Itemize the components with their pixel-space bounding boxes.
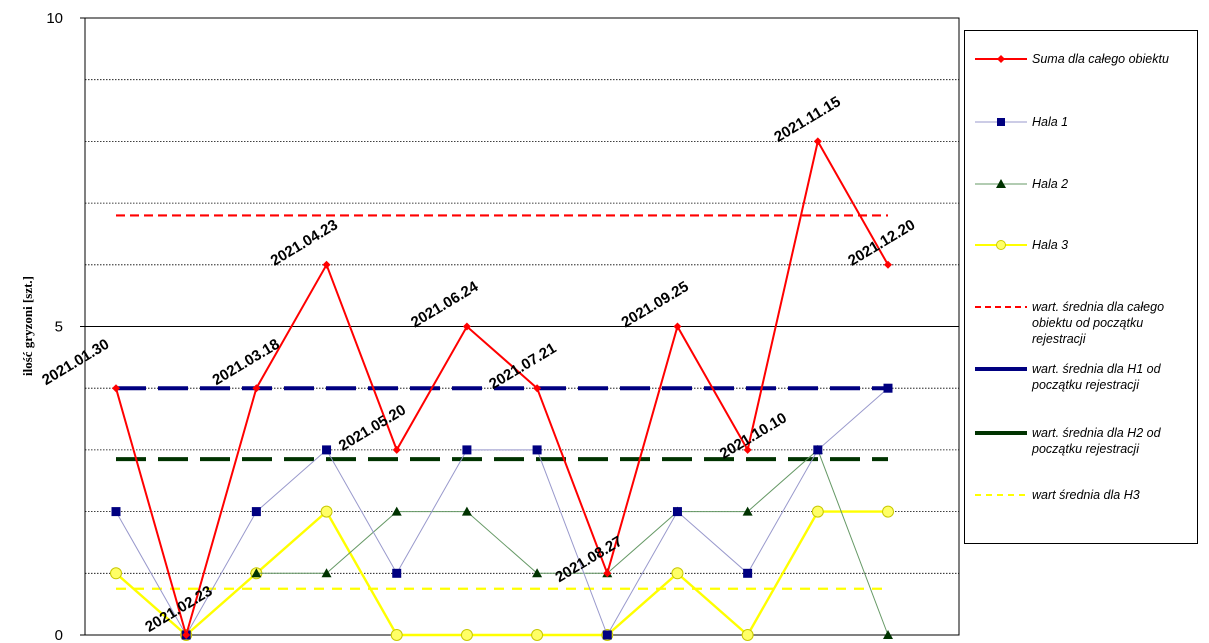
legend-label: Hala 3 — [1032, 238, 1069, 252]
data-label: 2021.06.24 — [408, 278, 482, 332]
legend-item-avg-h1: wart. średnia dla H1 od początku rejestr… — [971, 361, 1197, 397]
legend-item-hala-3: Hala 3 — [971, 237, 1197, 257]
data-point — [741, 629, 754, 641]
legend-label: wart. średnia dla całego obiektu od pocz… — [1032, 300, 1165, 346]
avg-total-line-swatch — [975, 306, 1027, 308]
avg-h3-line-swatch — [975, 494, 1027, 496]
point-labels: 2021.01.302021.02.232021.03.182021.04.23… — [39, 93, 918, 636]
data-label: 2021.09.25 — [619, 278, 692, 331]
data-point — [743, 568, 753, 578]
legend-item-avg-h2: wart. średnia dla H2 od początku rejestr… — [971, 425, 1197, 461]
data-point — [321, 568, 332, 578]
data-point — [322, 260, 331, 269]
series-line — [115, 387, 889, 637]
data-point — [671, 567, 684, 580]
data-point — [813, 137, 822, 146]
data-point — [672, 507, 682, 517]
series-layer — [110, 137, 894, 641]
legend-item-hala-2: Hala 2 — [971, 176, 1197, 196]
legend-label: wart. średnia dla H2 od początku rejestr… — [1032, 426, 1161, 456]
data-label: 2021.11.15 — [771, 93, 843, 146]
data-point — [811, 505, 824, 518]
data-point — [111, 507, 121, 517]
data-point — [462, 445, 472, 455]
y-tick-label: 0 — [55, 627, 63, 643]
data-label: 2021.12.20 — [845, 216, 918, 269]
series-line — [115, 509, 888, 637]
data-point — [460, 629, 473, 641]
hala-1-line-swatch — [975, 118, 1027, 126]
data-point — [532, 445, 542, 455]
data-point — [391, 506, 402, 516]
series-line — [256, 449, 889, 636]
data-point — [110, 567, 122, 580]
data-label: 2021.10.10 — [717, 409, 790, 462]
data-point — [743, 445, 752, 454]
legend-item-avg-h3: wart średnia dla H3 — [971, 487, 1197, 507]
hala-3-line-swatch — [975, 240, 1027, 250]
data-point — [461, 506, 472, 516]
y-axis: 0 5 10 — [46, 10, 85, 643]
avg-h2-line-swatch — [975, 431, 1027, 435]
data-point — [112, 384, 120, 393]
data-label: 2021.04.23 — [268, 216, 341, 269]
series-line — [115, 138, 889, 639]
data-point — [462, 322, 471, 331]
legend-label: Suma dla całego obiektu — [1032, 52, 1169, 66]
reference-lines — [116, 214, 888, 590]
data-point — [182, 631, 191, 639]
data-point — [602, 630, 612, 640]
gridlines — [85, 79, 959, 574]
avg-h1-line-swatch — [975, 367, 1027, 371]
data-point — [392, 445, 401, 454]
data-point — [742, 506, 753, 516]
legend-label: wart. średnia dla H1 od początku rejestr… — [1032, 362, 1161, 392]
data-point — [251, 507, 261, 517]
legend-label: wart średnia dla H3 — [1032, 488, 1140, 502]
hala-2-line-swatch — [975, 179, 1027, 188]
data-point — [252, 384, 261, 393]
data-label: 2021.01.30 — [39, 336, 112, 389]
data-point — [883, 630, 893, 639]
data-point — [392, 568, 402, 578]
y-tick-label: 10 — [46, 10, 63, 27]
legend-label: Hala 2 — [1032, 177, 1069, 191]
data-point — [531, 629, 544, 641]
legend-item-suma: Suma dla całego obiektu — [971, 51, 1197, 71]
data-point — [813, 445, 823, 455]
y-axis-label: ilość gryzoni [szt.] — [20, 276, 35, 376]
data-label: 2021.08.27 — [552, 533, 625, 586]
data-point — [322, 445, 332, 455]
legend-label: Hala 1 — [1032, 115, 1069, 129]
data-point — [603, 569, 612, 578]
data-point — [320, 505, 333, 518]
data-point — [533, 384, 542, 393]
data-point — [673, 322, 682, 331]
legend-item-hala-1: Hala 1 — [971, 114, 1197, 134]
data-point — [884, 260, 892, 269]
data-point — [251, 568, 262, 578]
legend-item-avg-total: wart. średnia dla całego obiektu od pocz… — [971, 299, 1197, 351]
suma-line-swatch — [975, 55, 1027, 63]
y-tick-label: 5 — [55, 319, 63, 336]
data-point — [883, 383, 893, 393]
data-point — [532, 568, 543, 578]
data-point — [390, 629, 403, 641]
legend: Suma dla całego obiektu Hala 1 Hala 2 Ha… — [964, 30, 1198, 544]
data-point — [882, 505, 894, 518]
data-label: 2021.07.21 — [486, 340, 559, 393]
